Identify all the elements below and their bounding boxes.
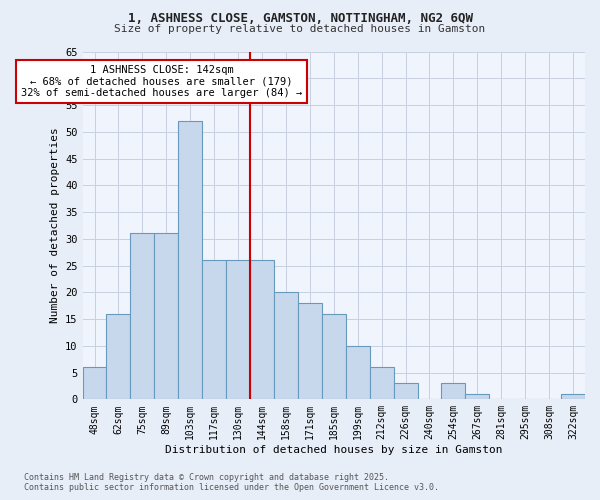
- Bar: [298, 303, 322, 400]
- Y-axis label: Number of detached properties: Number of detached properties: [50, 128, 59, 324]
- Bar: [154, 234, 178, 400]
- Bar: [106, 314, 130, 400]
- Bar: [130, 234, 154, 400]
- Text: Contains HM Land Registry data © Crown copyright and database right 2025.
Contai: Contains HM Land Registry data © Crown c…: [24, 473, 439, 492]
- Bar: [370, 367, 394, 400]
- Bar: [226, 260, 250, 400]
- Bar: [346, 346, 370, 400]
- Bar: [466, 394, 489, 400]
- Bar: [178, 121, 202, 400]
- Text: 1 ASHNESS CLOSE: 142sqm
← 68% of detached houses are smaller (179)
32% of semi-d: 1 ASHNESS CLOSE: 142sqm ← 68% of detache…: [21, 65, 302, 98]
- Bar: [561, 394, 585, 400]
- Bar: [83, 367, 106, 400]
- Bar: [202, 260, 226, 400]
- Text: Size of property relative to detached houses in Gamston: Size of property relative to detached ho…: [115, 24, 485, 34]
- Bar: [442, 384, 466, 400]
- Bar: [322, 314, 346, 400]
- X-axis label: Distribution of detached houses by size in Gamston: Distribution of detached houses by size …: [165, 445, 503, 455]
- Bar: [394, 384, 418, 400]
- Text: 1, ASHNESS CLOSE, GAMSTON, NOTTINGHAM, NG2 6QW: 1, ASHNESS CLOSE, GAMSTON, NOTTINGHAM, N…: [128, 12, 473, 26]
- Bar: [274, 292, 298, 400]
- Bar: [250, 260, 274, 400]
